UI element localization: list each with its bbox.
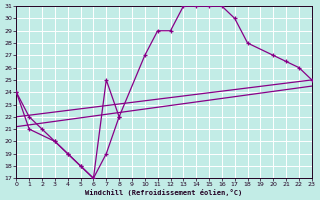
X-axis label: Windchill (Refroidissement éolien,°C): Windchill (Refroidissement éolien,°C) [85, 189, 243, 196]
